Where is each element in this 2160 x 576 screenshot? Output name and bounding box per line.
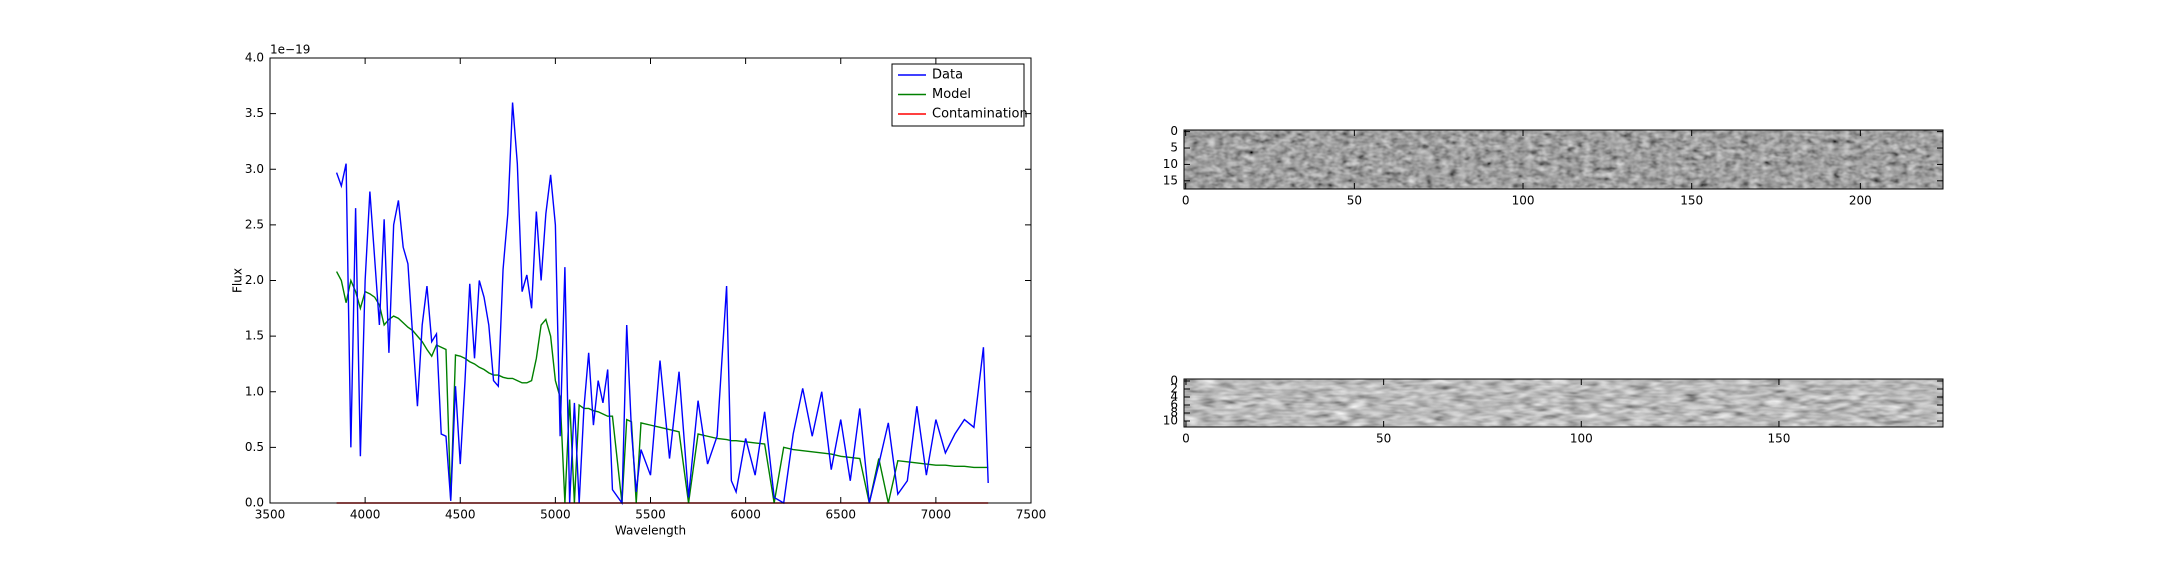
x-tick-label: 5500: [635, 508, 666, 522]
y-tick-label: 6: [1170, 398, 1178, 412]
y-tick-label: 8: [1170, 406, 1178, 420]
y-offset-label: 1e−19: [270, 43, 310, 57]
plot-area: [270, 58, 1031, 503]
x-tick-label: 7000: [921, 508, 952, 522]
x-tick-label: 3500: [255, 508, 286, 522]
y-tick-label: 0: [1170, 124, 1178, 138]
x-tick-label: 5000: [540, 508, 571, 522]
legend-label: Model: [932, 87, 971, 102]
y-tick-label: 4.0: [245, 51, 264, 65]
axes-frame: [1183, 129, 1944, 190]
y-tick-label: 0.0: [245, 496, 264, 510]
y-tick-label: 2.5: [245, 217, 264, 231]
x-tick-label: 100: [1512, 194, 1535, 208]
y-tick-label: 1.5: [245, 329, 264, 343]
y-tick-label: 10: [1163, 157, 1178, 171]
y-tick-label: 15: [1163, 173, 1178, 187]
axes-frame: [1183, 378, 1944, 428]
image-pixels: [1184, 130, 1943, 189]
x-tick-label: 6000: [730, 508, 761, 522]
y-tick-label: 2.0: [245, 273, 264, 287]
y-tick-label: 3.0: [245, 162, 264, 176]
y-tick-label: 0.5: [245, 440, 264, 454]
legend-label: Contamination: [932, 107, 1028, 122]
y-tick-label: 10: [1163, 414, 1178, 428]
x-tick-label: 200: [1849, 194, 1872, 208]
y-axis-label: Flux: [231, 268, 245, 293]
x-tick-label: 50: [1347, 194, 1362, 208]
y-tick-label: 5: [1170, 141, 1178, 155]
x-tick-label: 100: [1570, 432, 1593, 446]
legend-label: Data: [932, 68, 963, 83]
y-tick-label: 1.0: [245, 384, 264, 398]
x-tick-label: 150: [1767, 432, 1790, 446]
x-tick-label: 6500: [825, 508, 856, 522]
y-tick-label: 3.5: [245, 106, 264, 120]
x-tick-label: 50: [1376, 432, 1391, 446]
x-axis-label: Wavelength: [615, 524, 686, 538]
x-tick-label: 7500: [1016, 508, 1047, 522]
y-tick-label: 2: [1170, 382, 1178, 396]
series-line: [335, 102, 989, 506]
x-tick-label: 4500: [445, 508, 476, 522]
x-tick-label: 4000: [350, 508, 381, 522]
image-pixels: [1184, 379, 1943, 427]
y-tick-label: 4: [1170, 390, 1178, 404]
y-tick-label: 0: [1170, 374, 1178, 388]
x-tick-label: 0: [1182, 194, 1190, 208]
x-tick-label: 150: [1680, 194, 1703, 208]
x-tick-label: 0: [1182, 432, 1190, 446]
